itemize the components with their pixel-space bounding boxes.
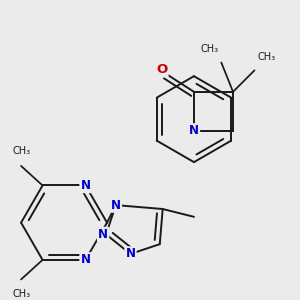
Text: CH₃: CH₃ bbox=[12, 146, 30, 156]
Text: CH₃: CH₃ bbox=[12, 289, 30, 299]
Text: N: N bbox=[80, 179, 91, 192]
Text: N: N bbox=[111, 199, 121, 212]
Text: CH₃: CH₃ bbox=[200, 44, 218, 54]
Text: O: O bbox=[156, 63, 167, 76]
Text: CH₃: CH₃ bbox=[257, 52, 276, 61]
Text: N: N bbox=[98, 228, 108, 241]
Text: N: N bbox=[125, 248, 136, 260]
Text: N: N bbox=[80, 254, 91, 266]
Text: N: N bbox=[189, 124, 199, 137]
